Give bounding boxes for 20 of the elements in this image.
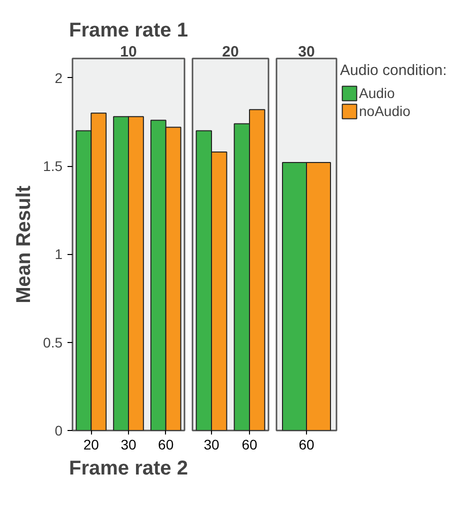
x-tick-label: 60 xyxy=(298,436,314,452)
chart-subtitle: 30 xyxy=(298,44,315,60)
x-axis-title: Frame rate 2 xyxy=(69,458,188,480)
y-tick-label: 0 xyxy=(54,422,63,438)
x-tick-label: 60 xyxy=(158,436,174,452)
y-tick-label: 0.5 xyxy=(43,334,63,350)
x-tick-label: 30 xyxy=(204,436,220,452)
legend-label: Audio xyxy=(359,85,395,101)
y-axis-title: Mean Result xyxy=(13,185,36,304)
x-tick-label: 20 xyxy=(83,436,100,452)
y-tick-label: 1.5 xyxy=(43,158,63,174)
legend-title: Audio condition: xyxy=(340,62,447,79)
y-tick-label: 2 xyxy=(54,70,63,86)
legend-label: noAudio xyxy=(359,103,410,119)
x-tick-label: 60 xyxy=(242,436,258,452)
chart-subtitle: 10 xyxy=(120,44,137,60)
chart-title: Frame rate 1 xyxy=(69,20,188,42)
y-tick-label: 1 xyxy=(54,246,63,262)
x-tick-label: 30 xyxy=(120,436,136,452)
chart-subtitle: 20 xyxy=(222,44,239,60)
